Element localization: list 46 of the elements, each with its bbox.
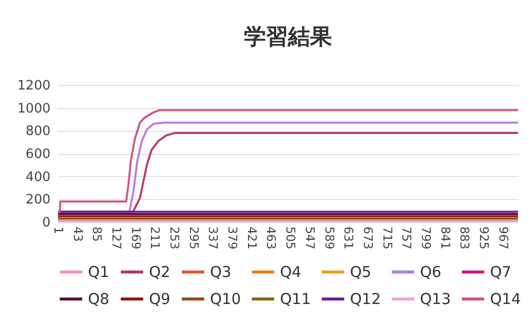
- legend-label: Q6: [420, 263, 442, 281]
- x-tick-label: 421: [244, 226, 259, 250]
- x-tick-label: 799: [418, 226, 433, 250]
- legend-label: Q9: [149, 290, 170, 308]
- legend-label: Q10: [210, 290, 241, 308]
- x-tick-label: 757: [400, 226, 414, 250]
- y-tick-label: 0: [42, 216, 50, 230]
- x-tick-label: 1: [52, 226, 66, 234]
- x-tick-label: 505: [284, 226, 298, 250]
- chart-title: 学習結果: [244, 25, 333, 50]
- legend-label: Q3: [210, 263, 232, 281]
- legend-label: Q13: [420, 290, 451, 308]
- legend-label: Q7: [490, 263, 512, 281]
- legend-label: Q14: [490, 290, 521, 308]
- x-tick-label: 295: [186, 226, 201, 250]
- legend-label: Q11: [280, 290, 311, 308]
- x-tick-label: 883: [458, 226, 472, 250]
- x-tick-label: 169: [128, 226, 143, 250]
- y-tick-label: 1000: [17, 101, 50, 116]
- x-tick-label: 631: [342, 226, 356, 250]
- x-tick-label: 253: [168, 226, 182, 250]
- x-tick-label: 547: [302, 226, 317, 250]
- x-tick-label: 841: [438, 226, 452, 250]
- x-tick-label: 925: [476, 226, 491, 250]
- x-tick-label: 43: [70, 226, 85, 242]
- y-tick-label: 1200: [17, 78, 50, 94]
- x-tick-label: 379: [226, 226, 240, 250]
- y-tick-label: 400: [26, 170, 50, 185]
- x-tick-label: 715: [380, 226, 394, 250]
- x-tick-label: 589: [322, 226, 336, 250]
- legend-label: Q8: [88, 290, 110, 308]
- y-tick-label: 600: [26, 147, 50, 162]
- legend-label: Q4: [280, 263, 302, 281]
- x-tick-label: 85: [90, 226, 104, 242]
- x-tick-label: 967: [496, 226, 510, 250]
- x-tick-label: 211: [148, 226, 162, 250]
- legend-label: Q5: [350, 263, 372, 281]
- x-tick-label: 337: [206, 226, 220, 250]
- x-tick-label: 127: [110, 226, 124, 250]
- legend-label: Q12: [350, 290, 381, 308]
- legend-label: Q2: [149, 263, 170, 281]
- x-tick-label: 673: [360, 226, 375, 250]
- x-tick-label: 463: [264, 226, 278, 250]
- y-tick-label: 200: [26, 192, 50, 208]
- legend-label: Q1: [88, 263, 110, 281]
- y-tick-label: 800: [26, 124, 50, 140]
